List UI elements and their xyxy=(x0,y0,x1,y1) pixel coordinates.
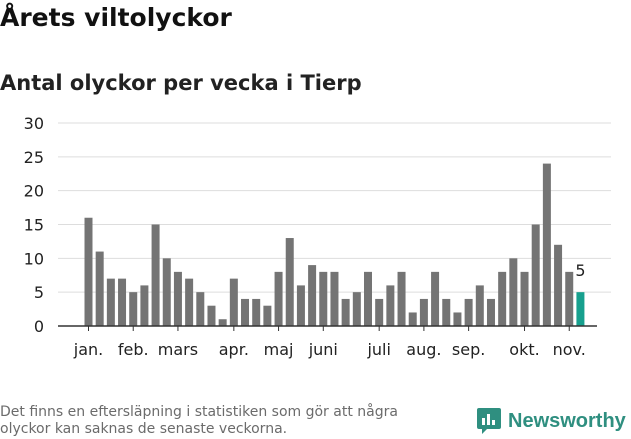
bar-v35 xyxy=(464,298,473,326)
bar-v27 xyxy=(375,298,384,326)
bar-v22 xyxy=(319,271,328,326)
footnote: Det finns en eftersläpning i statistiken… xyxy=(0,404,450,438)
bar-v19 xyxy=(285,238,294,326)
newsworthy-logo: Newsworthy xyxy=(476,407,626,435)
y-tick-label-25: 25 xyxy=(24,148,44,167)
bar-v42 xyxy=(542,163,551,326)
bar-v41 xyxy=(531,224,540,326)
bar-v40 xyxy=(520,271,529,326)
x-tick-label-maj: maj xyxy=(264,340,294,359)
bar-v37 xyxy=(486,298,495,326)
bar-v15 xyxy=(241,298,250,326)
bar-v16 xyxy=(252,298,261,326)
bar-v33 xyxy=(442,298,451,326)
bar-v28 xyxy=(386,285,395,326)
bar-v43 xyxy=(554,244,563,326)
bar-v5 xyxy=(129,292,138,326)
chart-subtitle: Antal olyckor per vecka i Tierp xyxy=(0,71,362,95)
x-tick-label-sep.: sep. xyxy=(452,340,485,359)
bar-v38 xyxy=(498,271,507,326)
chart-title: Årets viltolyckor xyxy=(0,3,232,32)
bar-v10 xyxy=(185,278,194,326)
bar-v9 xyxy=(173,271,182,326)
bar-v13 xyxy=(218,319,227,326)
bar-v44 xyxy=(565,271,574,326)
bar-chart: 0 5 10 15 20 25 30 jan. feb. mars apr. maj juni juli a… xyxy=(24,114,611,359)
x-tick-label-mars: mars xyxy=(158,340,198,359)
data-label-last-week: 5 xyxy=(575,261,585,280)
bar-v8 xyxy=(162,258,171,326)
bar-v7 xyxy=(151,224,160,326)
bar-v32 xyxy=(431,271,440,326)
newsworthy-logo-icon xyxy=(477,408,501,434)
bar-v23 xyxy=(330,271,339,326)
y-tick-label-20: 20 xyxy=(24,182,44,201)
brand-name: Newsworthy xyxy=(508,409,626,432)
bar-v34 xyxy=(453,312,462,326)
bar-v31 xyxy=(419,298,428,326)
bar-v20 xyxy=(296,285,305,326)
bar-v3 xyxy=(106,278,115,326)
bar-v18 xyxy=(274,271,283,326)
footnote-line-1: Det finns en eftersläpning i statistiken… xyxy=(0,404,398,420)
bar-v29 xyxy=(397,271,406,326)
y-tick-label-5: 5 xyxy=(34,283,44,302)
bar-v26 xyxy=(364,271,372,326)
y-tick-label-10: 10 xyxy=(24,249,44,268)
y-tick-label-0: 0 xyxy=(34,317,44,336)
y-tick-label-15: 15 xyxy=(24,216,44,235)
bar-v45 xyxy=(576,292,585,326)
x-tick-label-okt.: okt. xyxy=(509,340,539,359)
bar-v1 xyxy=(84,217,93,326)
bar-v6 xyxy=(140,285,149,326)
bar-v36 xyxy=(475,285,484,326)
bar-v4 xyxy=(118,278,127,326)
x-tick-label-juli: juli xyxy=(366,340,390,359)
bar-v12 xyxy=(207,305,216,326)
bar-v2 xyxy=(95,251,104,326)
footnote-line-2: olyckor kan saknas de senaste veckorna. xyxy=(0,421,288,437)
x-tick-label-juni: juni xyxy=(308,340,338,359)
bar-v30 xyxy=(408,312,417,326)
x-tick-label-feb.: feb. xyxy=(118,340,149,359)
x-tick-label-apr.: apr. xyxy=(219,340,249,359)
y-tick-label-30: 30 xyxy=(24,114,44,133)
x-tick-label-aug.: aug. xyxy=(406,340,441,359)
bar-v24 xyxy=(341,298,350,326)
bar-v14 xyxy=(229,278,238,326)
bar-v25 xyxy=(352,292,361,326)
bar-v39 xyxy=(509,258,518,326)
bar-v17 xyxy=(263,305,272,326)
x-tick-label-nov.: nov. xyxy=(553,340,586,359)
bar-v11 xyxy=(196,292,205,326)
bar-v21 xyxy=(308,265,317,326)
x-tick-label-jan.: jan. xyxy=(73,340,103,359)
